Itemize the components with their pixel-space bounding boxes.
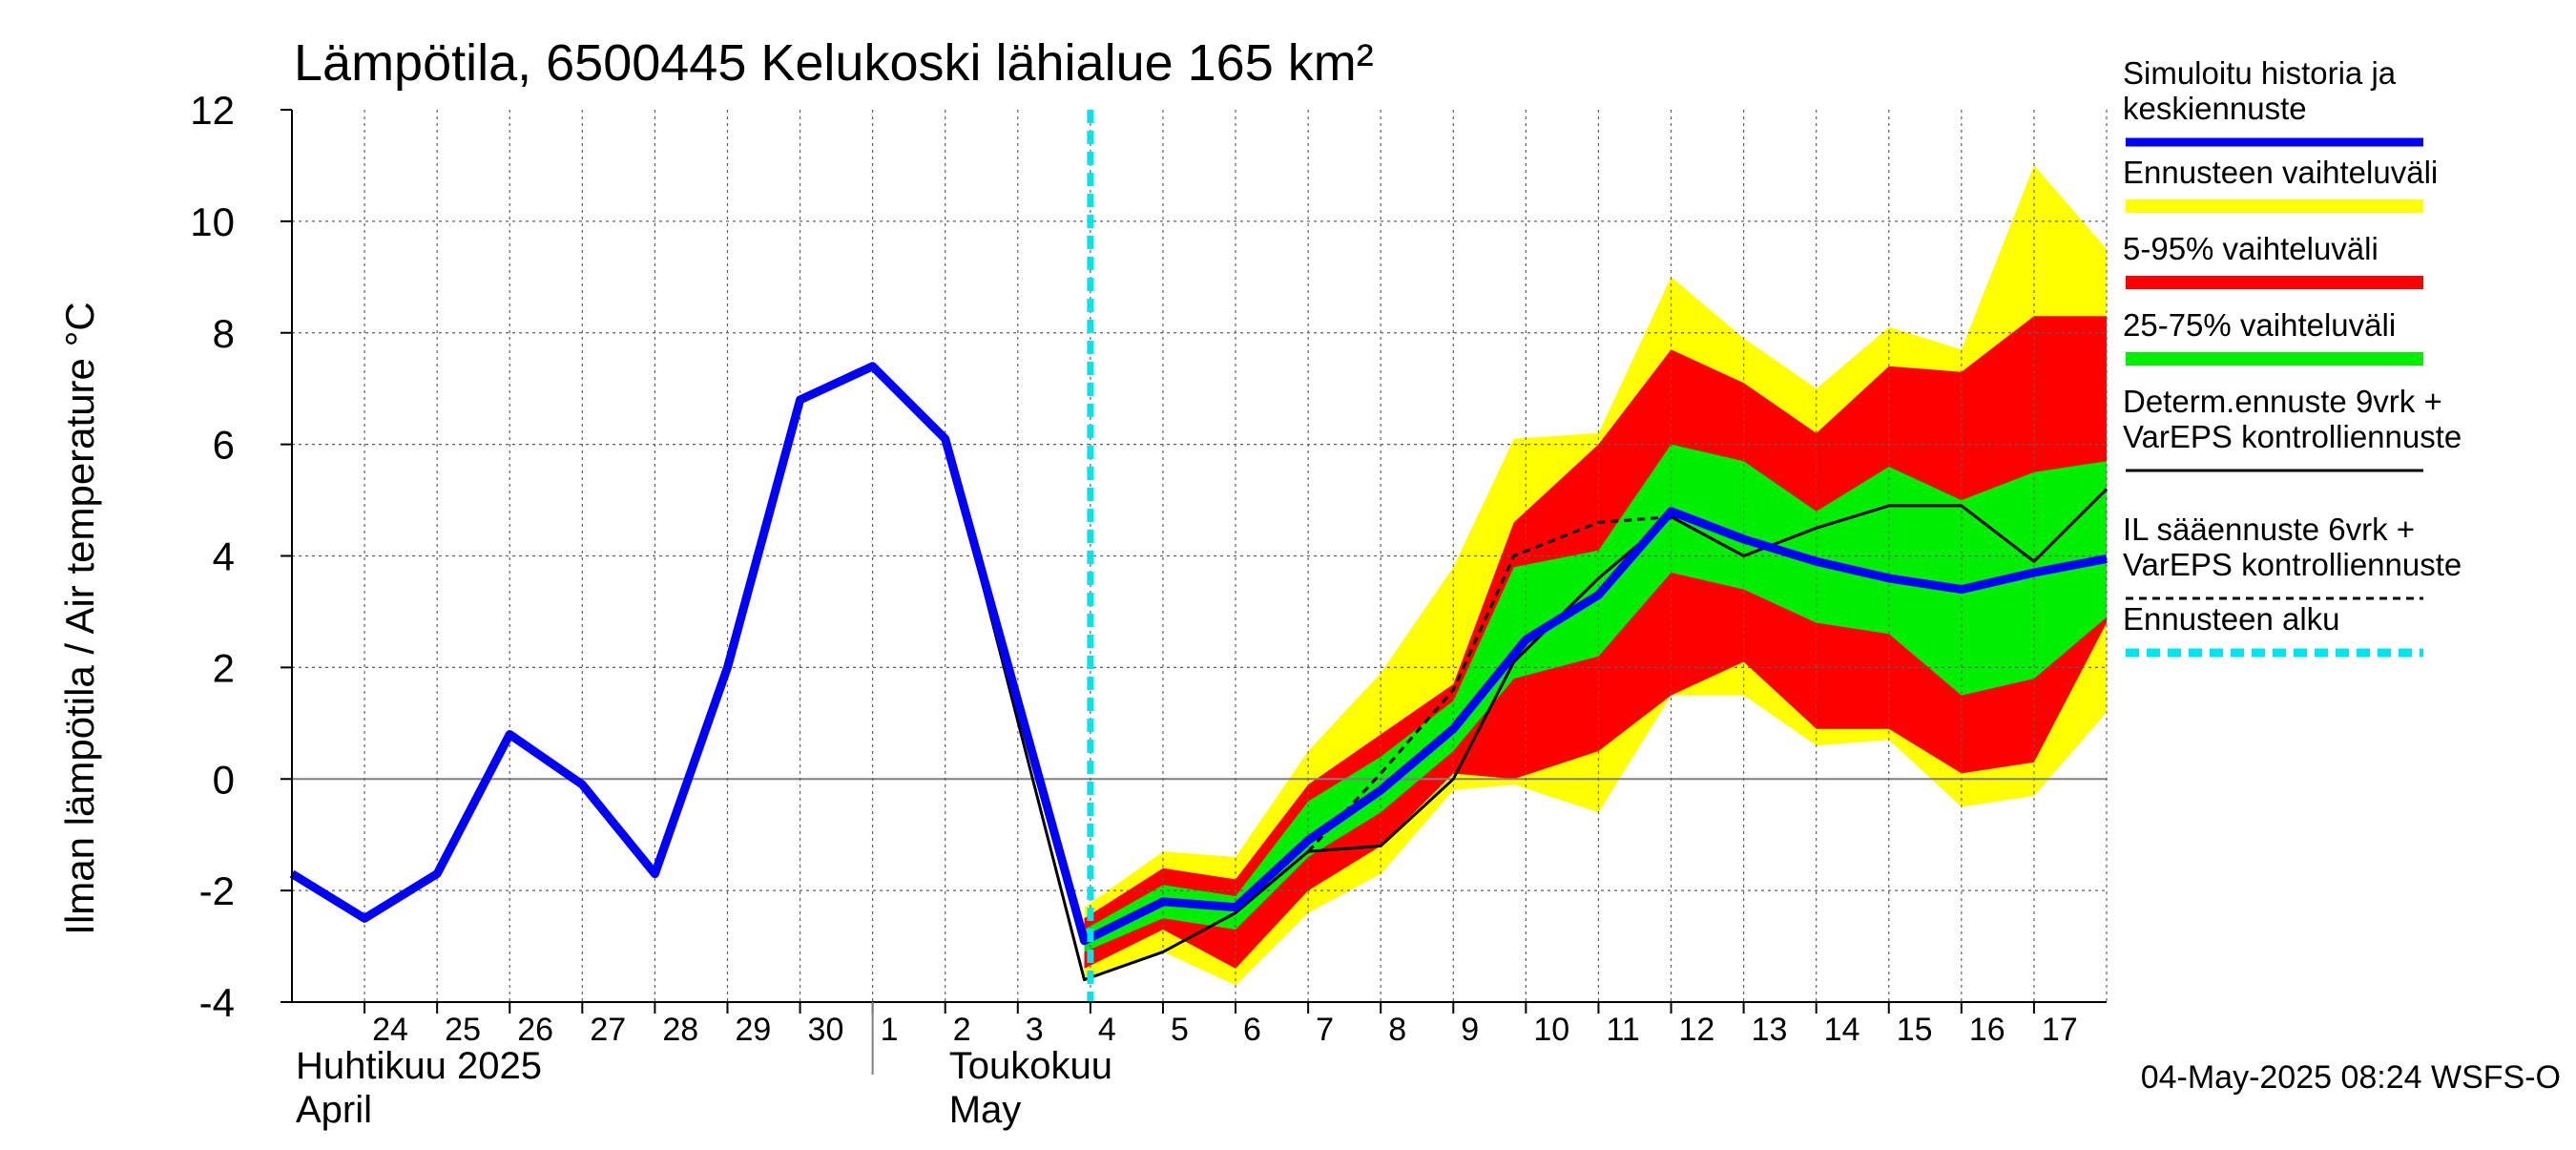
legend-label: Simuloitu historia ja xyxy=(2123,55,2397,91)
legend-label: Ennusteen alku xyxy=(2123,601,2340,637)
y-tick-label: 10 xyxy=(190,199,235,244)
x-tick-label: 24 xyxy=(372,1012,408,1048)
legend-label: Ennusteen vaihteluväli xyxy=(2123,155,2438,190)
x-tick-label: 8 xyxy=(1388,1012,1406,1048)
x-tick-label: 5 xyxy=(1171,1012,1189,1048)
legend-label: VarEPS kontrolliennuste xyxy=(2123,419,2462,454)
footer-timestamp: 04-May-2025 08:24 WSFS-O xyxy=(2141,1059,2561,1096)
x-tick-label: 15 xyxy=(1897,1012,1933,1048)
month-label-fi: Huhtikuu 2025 xyxy=(296,1045,542,1087)
x-tick-label: 13 xyxy=(1752,1012,1788,1048)
series-lines xyxy=(289,110,2109,1002)
x-tick-label: 28 xyxy=(662,1012,698,1048)
y-tick-label: 8 xyxy=(213,311,235,356)
x-tick-label: 14 xyxy=(1824,1012,1860,1048)
chart-title: Lämpötila, 6500445 Kelukoski lähialue 16… xyxy=(294,34,1374,92)
y-axis-label: Ilman lämpötila / Air temperature °C xyxy=(57,302,102,934)
x-tick-label: 4 xyxy=(1098,1012,1116,1048)
x-tick-label: 26 xyxy=(517,1012,553,1048)
legend-label: keskiennuste xyxy=(2123,91,2307,126)
legend-label: 25-75% vaihteluväli xyxy=(2123,307,2396,343)
x-tick-label: 7 xyxy=(1316,1012,1334,1048)
x-tick-label: 1 xyxy=(881,1012,899,1048)
y-tick-label: 12 xyxy=(190,88,235,133)
x-tick-label: 10 xyxy=(1533,1012,1569,1048)
legend-label: VarEPS kontrolliennuste xyxy=(2123,547,2462,582)
month-label-en: April xyxy=(296,1089,372,1131)
legend-label: IL sääennuste 6vrk + xyxy=(2123,512,2415,547)
month-label-fi: Toukokuu xyxy=(949,1045,1112,1087)
y-tick-label: 0 xyxy=(213,757,235,802)
x-tick-label: 11 xyxy=(1606,1012,1639,1048)
x-tick-label: 29 xyxy=(735,1012,771,1048)
grid-lines xyxy=(292,110,2108,1002)
x-tick-label: 17 xyxy=(2042,1012,2078,1048)
y-tick-label: 2 xyxy=(213,645,235,690)
y-tick-label: -4 xyxy=(199,980,235,1025)
x-tick-label: 2 xyxy=(953,1012,971,1048)
x-tick-label: 25 xyxy=(445,1012,481,1048)
x-tick-label: 3 xyxy=(1026,1012,1044,1048)
x-tick-label: 16 xyxy=(1969,1012,2005,1048)
y-tick-label: 6 xyxy=(213,423,235,468)
y-tick-label: 4 xyxy=(213,534,235,579)
x-tick-label: 9 xyxy=(1461,1012,1479,1048)
x-tick-label: 12 xyxy=(1679,1012,1715,1048)
legend-label: 5-95% vaihteluväli xyxy=(2123,231,2379,266)
x-tick-label: 27 xyxy=(590,1012,626,1048)
month-label-en: May xyxy=(949,1089,1022,1131)
simulated-temperature-line xyxy=(289,362,2108,946)
y-tick-label: -2 xyxy=(199,868,235,913)
x-tick-label: 6 xyxy=(1243,1012,1261,1048)
x-tick-label: 30 xyxy=(808,1012,844,1048)
legend-label: Determ.ennuste 9vrk + xyxy=(2123,384,2442,419)
